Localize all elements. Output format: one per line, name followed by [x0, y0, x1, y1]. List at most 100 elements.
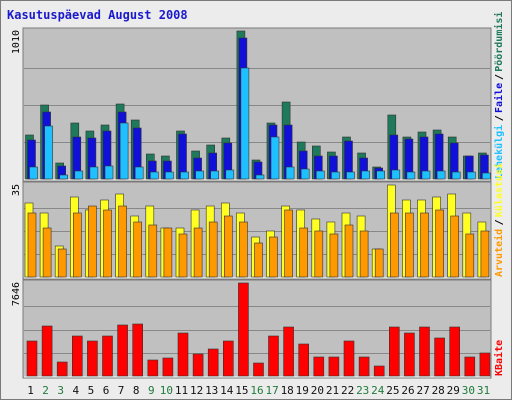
bar-bottom-KBaite-27 [419, 326, 430, 377]
day-label-14: 14 [220, 384, 234, 397]
bar-top-Lehekülgi-1 [29, 166, 38, 180]
legend-middle-0: Arvuteid [493, 229, 505, 277]
bar-bottom-KBaite-14 [223, 340, 234, 377]
bar-top-Lehekülgi-19 [300, 168, 310, 180]
bar-top-Lehekülgi-6 [104, 165, 114, 180]
bar-bottom-KBaite-6 [102, 335, 113, 377]
bar-bottom-KBaite-11 [177, 332, 189, 377]
day-label-18: 18 [281, 384, 294, 397]
day-label-4: 4 [72, 384, 79, 397]
bar-middle-Arvuteid-31 [480, 230, 490, 278]
bar-middle-Arvuteid-29 [450, 215, 460, 278]
legend-bottom-0: KBaite [493, 340, 505, 376]
bar-middle-Arvuteid-20 [314, 230, 324, 278]
bar-middle-Arvuteid-16 [254, 242, 263, 278]
ymax-label-middle: 35 [11, 184, 22, 196]
chart-title: Kasutuspäevad August 2008 [7, 8, 188, 22]
ymax-label-top: 1010 [11, 30, 22, 54]
bar-bottom-KBaite-18 [283, 326, 294, 377]
bar-bottom-KBaite-20 [313, 356, 325, 377]
day-label-27: 27 [416, 384, 429, 397]
legend-top-3: / [494, 74, 505, 80]
bar-top-Lehekülgi-30 [466, 171, 476, 180]
bar-top-Lehekülgi-7 [119, 122, 129, 180]
bar-middle-Arvuteid-10 [163, 227, 173, 278]
bar-top-Lehekülgi-26 [406, 171, 416, 180]
legend-middle-2: Külastusi [493, 163, 505, 217]
day-label-1: 1 [27, 384, 34, 397]
bar-bottom-KBaite-23 [358, 356, 370, 377]
bar-top-Lehekülgi-8 [134, 166, 144, 180]
bar-top-Lehekülgi-2 [44, 125, 53, 180]
bar-bottom-KBaite-1 [26, 340, 38, 377]
day-label-26: 26 [401, 384, 414, 397]
bar-top-Lehekülgi-22 [346, 171, 355, 180]
bar-bottom-KBaite-24 [373, 365, 385, 377]
bar-middle-Arvuteid-6 [103, 209, 112, 278]
bar-middle-Arvuteid-1 [27, 212, 37, 278]
bar-top-Lehekülgi-10 [165, 171, 174, 180]
bar-middle-Arvuteid-7 [118, 205, 127, 278]
bar-top-Lehekülgi-16 [255, 174, 265, 180]
bar-middle-Arvuteid-11 [178, 233, 188, 278]
bar-top-Lehekülgi-3 [59, 174, 69, 180]
bar-middle-Arvuteid-22 [344, 224, 354, 278]
bar-top-Lehekülgi-17 [270, 136, 280, 180]
bar-middle-Arvuteid-12 [193, 227, 203, 278]
bar-middle-Arvuteid-15 [239, 221, 248, 278]
day-label-5: 5 [88, 384, 95, 397]
bar-middle-Arvuteid-28 [435, 209, 444, 278]
bar-top-Lehekülgi-9 [150, 171, 159, 180]
bar-bottom-KBaite-8 [132, 323, 143, 377]
bar-middle-Arvuteid-5 [88, 205, 97, 278]
day-label-7: 7 [118, 384, 125, 397]
bar-bottom-KBaite-12 [192, 353, 204, 377]
bar-bottom-KBaite-13 [207, 348, 219, 377]
day-label-28: 28 [432, 384, 445, 397]
bar-bottom-KBaite-9 [147, 359, 159, 377]
day-label-16: 16 [250, 384, 263, 397]
bar-middle-Arvuteid-18 [284, 209, 293, 278]
day-label-11: 11 [175, 384, 188, 397]
bar-bottom-KBaite-2 [41, 325, 53, 377]
bar-middle-Arvuteid-8 [133, 221, 142, 278]
bar-bottom-KBaite-22 [343, 340, 355, 377]
bar-bottom-KBaite-19 [298, 343, 310, 377]
bar-middle-Arvuteid-9 [148, 224, 158, 278]
bar-middle-Arvuteid-17 [269, 236, 278, 278]
bar-top-Lehekülgi-29 [451, 171, 461, 180]
legend-top-2: Faile [493, 83, 505, 113]
day-label-8: 8 [133, 384, 140, 397]
bar-middle-Arvuteid-30 [465, 233, 475, 278]
day-label-20: 20 [311, 384, 324, 397]
bar-bottom-KBaite-28 [434, 337, 445, 377]
bar-middle-Arvuteid-2 [42, 227, 52, 278]
bar-bottom-KBaite-31 [479, 352, 491, 377]
day-label-19: 19 [296, 384, 309, 397]
legend-top-1: / [494, 115, 505, 121]
day-label-10: 10 [160, 384, 173, 397]
day-label-31: 31 [477, 384, 490, 397]
day-label-3: 3 [57, 384, 64, 397]
day-label-30: 30 [462, 384, 475, 397]
bar-middle-Arvuteid-23 [359, 230, 369, 278]
bar-bottom-KBaite-5 [87, 340, 98, 377]
bar-bottom-KBaite-30 [464, 356, 476, 377]
bar-top-Lehekülgi-14 [225, 169, 235, 180]
bar-top-Lehekülgi-31 [482, 172, 491, 180]
day-label-6: 6 [103, 384, 110, 397]
bar-top-Lehekülgi-27 [421, 170, 431, 180]
day-label-9: 9 [148, 384, 155, 397]
day-label-21: 21 [326, 384, 339, 397]
bar-bottom-KBaite-25 [388, 326, 400, 377]
bar-top-Lehekülgi-4 [74, 170, 84, 180]
bar-top-Lehekülgi-28 [436, 170, 446, 180]
bar-middle-Arvuteid-26 [405, 212, 414, 278]
day-label-2: 2 [42, 384, 49, 397]
day-label-25: 25 [386, 384, 399, 397]
bar-top-Lehekülgi-25 [391, 169, 401, 180]
bar-bottom-KBaite-17 [268, 335, 279, 377]
bar-bottom-KBaite-21 [328, 356, 340, 377]
bar-middle-Arvuteid-24 [374, 248, 384, 278]
